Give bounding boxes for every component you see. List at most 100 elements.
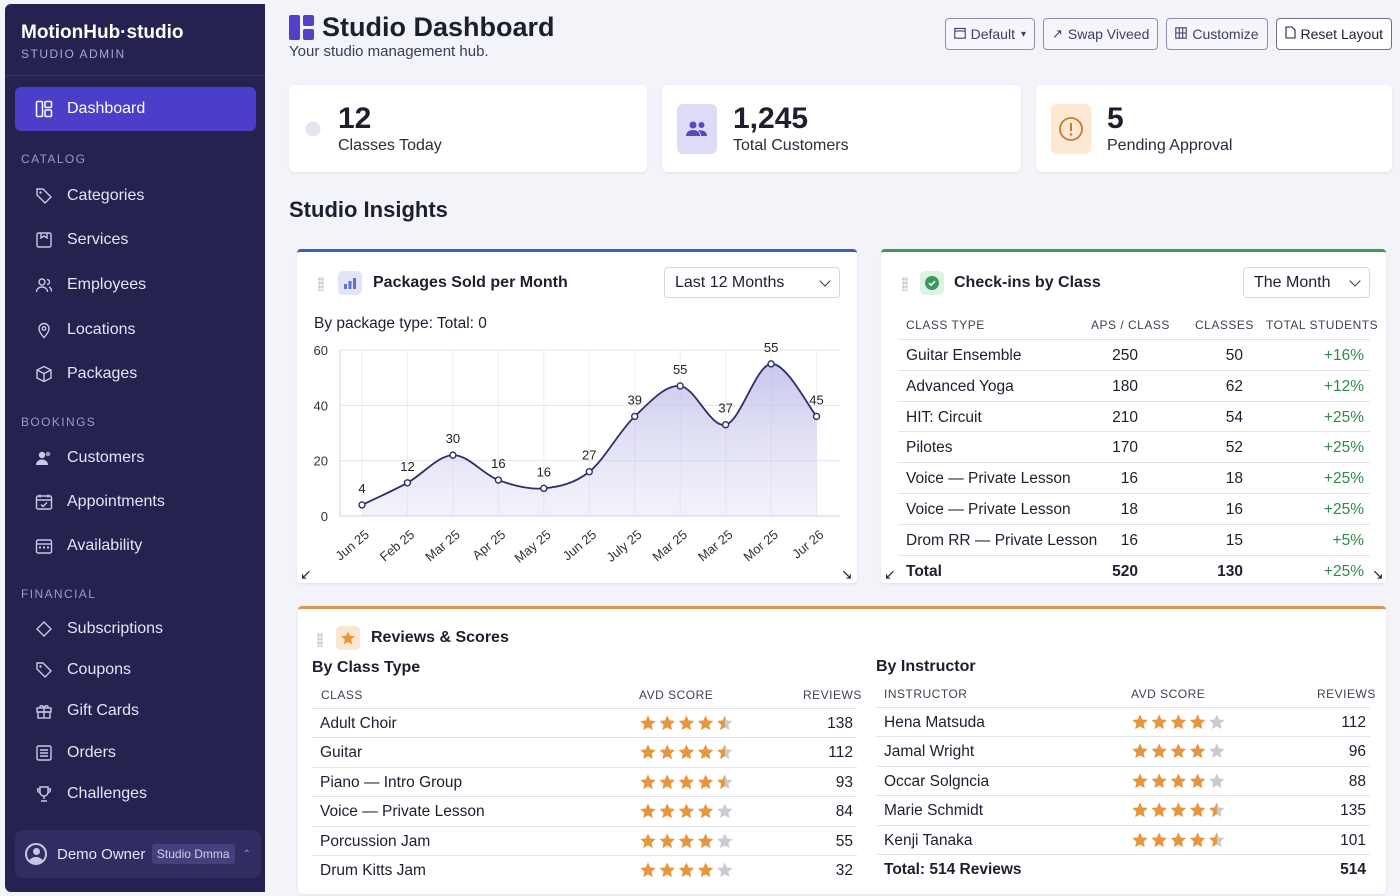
review-row: Adult Choir 138 <box>312 708 857 737</box>
list-icon <box>35 744 53 762</box>
sidebar-item-label: Challenges <box>67 785 148 802</box>
table-cell: 54 <box>1225 408 1243 426</box>
sidebar-item-dashboard[interactable]: Dashboard <box>15 87 256 131</box>
user-menu[interactable]: Demo Owner Studio Dmma ⌃ <box>15 830 261 878</box>
star-rating <box>1132 773 1225 788</box>
star-rating <box>640 744 733 760</box>
table-cell: Pilotes <box>906 439 953 457</box>
brand-subtitle: STUDIO ADMIN <box>21 47 126 61</box>
brand: MotionHub·studio STUDIO ADMIN <box>5 4 265 76</box>
user-role-badge: Studio Dmma <box>151 844 235 864</box>
reset-layout-button[interactable]: Reset Layout <box>1275 18 1392 50</box>
caret-down-icon: ▾ <box>1020 28 1026 40</box>
gift-icon <box>35 702 53 720</box>
review-name: Guitar <box>320 744 363 762</box>
total-row: Total: 514 Reviews 514 <box>876 854 1370 883</box>
table-row: Voice — Private Lesson 18 16 +25% <box>898 493 1370 524</box>
data-label: 37 <box>718 401 732 416</box>
stat-label: Total Customers <box>733 136 849 154</box>
sidebar-item-orders[interactable]: Orders <box>15 731 256 775</box>
drag-handle-icon[interactable] <box>318 277 324 291</box>
checkins-range-select[interactable]: The Month <box>1243 267 1370 298</box>
column-header: APS / CLASS <box>1091 318 1170 332</box>
customize-button[interactable]: Customize <box>1166 18 1268 50</box>
sidebar-item-gift-cards[interactable]: Gift Cards <box>15 689 256 733</box>
table-cell: Voice — Private Lesson <box>906 470 1071 488</box>
status-dot-icon <box>304 120 322 138</box>
star-rating <box>1132 743 1225 759</box>
sidebar-item-categories[interactable]: Categories <box>15 174 256 218</box>
dashboard-title-icon <box>289 14 315 41</box>
sidebar-item-locations[interactable]: Locations <box>15 308 256 352</box>
resize-handle-left-icon[interactable]: ↙ <box>884 566 896 582</box>
avatar-icon <box>25 843 47 865</box>
y-tick-label: 0 <box>321 509 328 524</box>
table-row: Drom RR — Private Lesson 16 15 +5% <box>898 523 1370 555</box>
data-point <box>358 501 366 509</box>
swap-view-button[interactable]: ↗ Swap Viveed <box>1042 18 1159 50</box>
table-cell: Voice — Private Lesson <box>906 501 1071 518</box>
review-stars <box>1131 713 1227 731</box>
review-row: Drum Kitts Jam 32 <box>312 855 857 884</box>
resize-handle-right-icon[interactable]: ↘ <box>1372 566 1384 582</box>
review-count: 101 <box>1340 831 1366 849</box>
table-cell: 16 <box>1120 470 1138 488</box>
column-header: AVD SCORE <box>639 688 714 702</box>
total-row: Total 520 130 +25% <box>898 554 1370 586</box>
resize-handle-right-icon[interactable]: ↘ <box>841 566 853 582</box>
table-cell: +12% <box>1323 377 1364 395</box>
table-cell: 180 <box>1112 377 1138 395</box>
review-row: Occar Solgncia 88 <box>876 765 1370 795</box>
review-name: Jamal Wright <box>884 743 975 761</box>
series-line <box>361 362 818 506</box>
x-tick-label: Mar 25 <box>422 527 463 565</box>
y-tick-label: 40 <box>314 398 328 413</box>
sidebar-item-challenges[interactable]: Challenges <box>15 772 256 816</box>
packages-range-select[interactable]: Last 12 Months <box>664 267 840 298</box>
brand-name: MotionHub·studio <box>21 22 184 43</box>
coupon-tag-icon <box>35 661 53 679</box>
table-cell: +5% <box>1332 531 1364 549</box>
sidebar-item-packages[interactable]: Packages <box>15 352 256 396</box>
sidebar-item-employees[interactable]: Employees <box>15 263 256 307</box>
drag-handle-icon[interactable] <box>902 277 908 291</box>
sidebar-item-coupons[interactable]: Coupons <box>15 648 256 692</box>
review-stars <box>1131 831 1227 849</box>
resize-handle-left-icon[interactable]: ↙ <box>300 566 312 582</box>
table-cell: 16 <box>1120 531 1138 549</box>
swap-view-label: Swap Viveed <box>1067 26 1150 42</box>
tag-icon <box>35 187 53 205</box>
customize-label: Customize <box>1192 26 1259 42</box>
sidebar-item-subscriptions[interactable]: Subscriptions <box>15 607 256 651</box>
panel-title: Reviews & Scores <box>371 629 509 646</box>
data-point <box>494 476 503 484</box>
data-point <box>812 412 821 421</box>
drag-handle-icon[interactable] <box>317 633 323 647</box>
stat-card-pending-approval: 5 Pending Approval <box>1036 85 1392 172</box>
default-layout-button[interactable]: Default ▾ <box>944 18 1035 50</box>
data-point <box>403 479 412 487</box>
location-pin-icon <box>35 321 53 339</box>
star-rating <box>640 774 733 789</box>
data-label: 55 <box>764 340 778 355</box>
data-point <box>767 360 775 368</box>
review-count: 55 <box>835 832 853 850</box>
stat-label: Pending Approval <box>1107 136 1233 154</box>
table-row: HIT: Circuit 210 54 +25% <box>898 400 1370 432</box>
sidebar-item-label: Appointments <box>67 493 165 510</box>
user-group-icon <box>35 449 53 467</box>
sidebar-item-label: Coupons <box>67 661 132 678</box>
x-tick-label: Mar 25 <box>649 527 690 565</box>
table-cell: +25% <box>1323 470 1364 488</box>
review-count: 88 <box>1348 772 1366 790</box>
table-cell: +25% <box>1323 501 1364 518</box>
arrow-diagonal-icon: ↗ <box>1051 26 1063 41</box>
sidebar-item-availability[interactable]: Availability <box>15 524 256 568</box>
data-point <box>676 382 684 390</box>
sidebar-item-customers[interactable]: Customers <box>15 436 256 480</box>
users-icon <box>35 276 53 294</box>
sidebar-item-services[interactable]: Services <box>15 218 256 262</box>
table-cell: HIT: Circuit <box>906 408 982 426</box>
sidebar-item-appointments[interactable]: Appointments <box>15 480 256 524</box>
star-rating <box>640 862 733 878</box>
